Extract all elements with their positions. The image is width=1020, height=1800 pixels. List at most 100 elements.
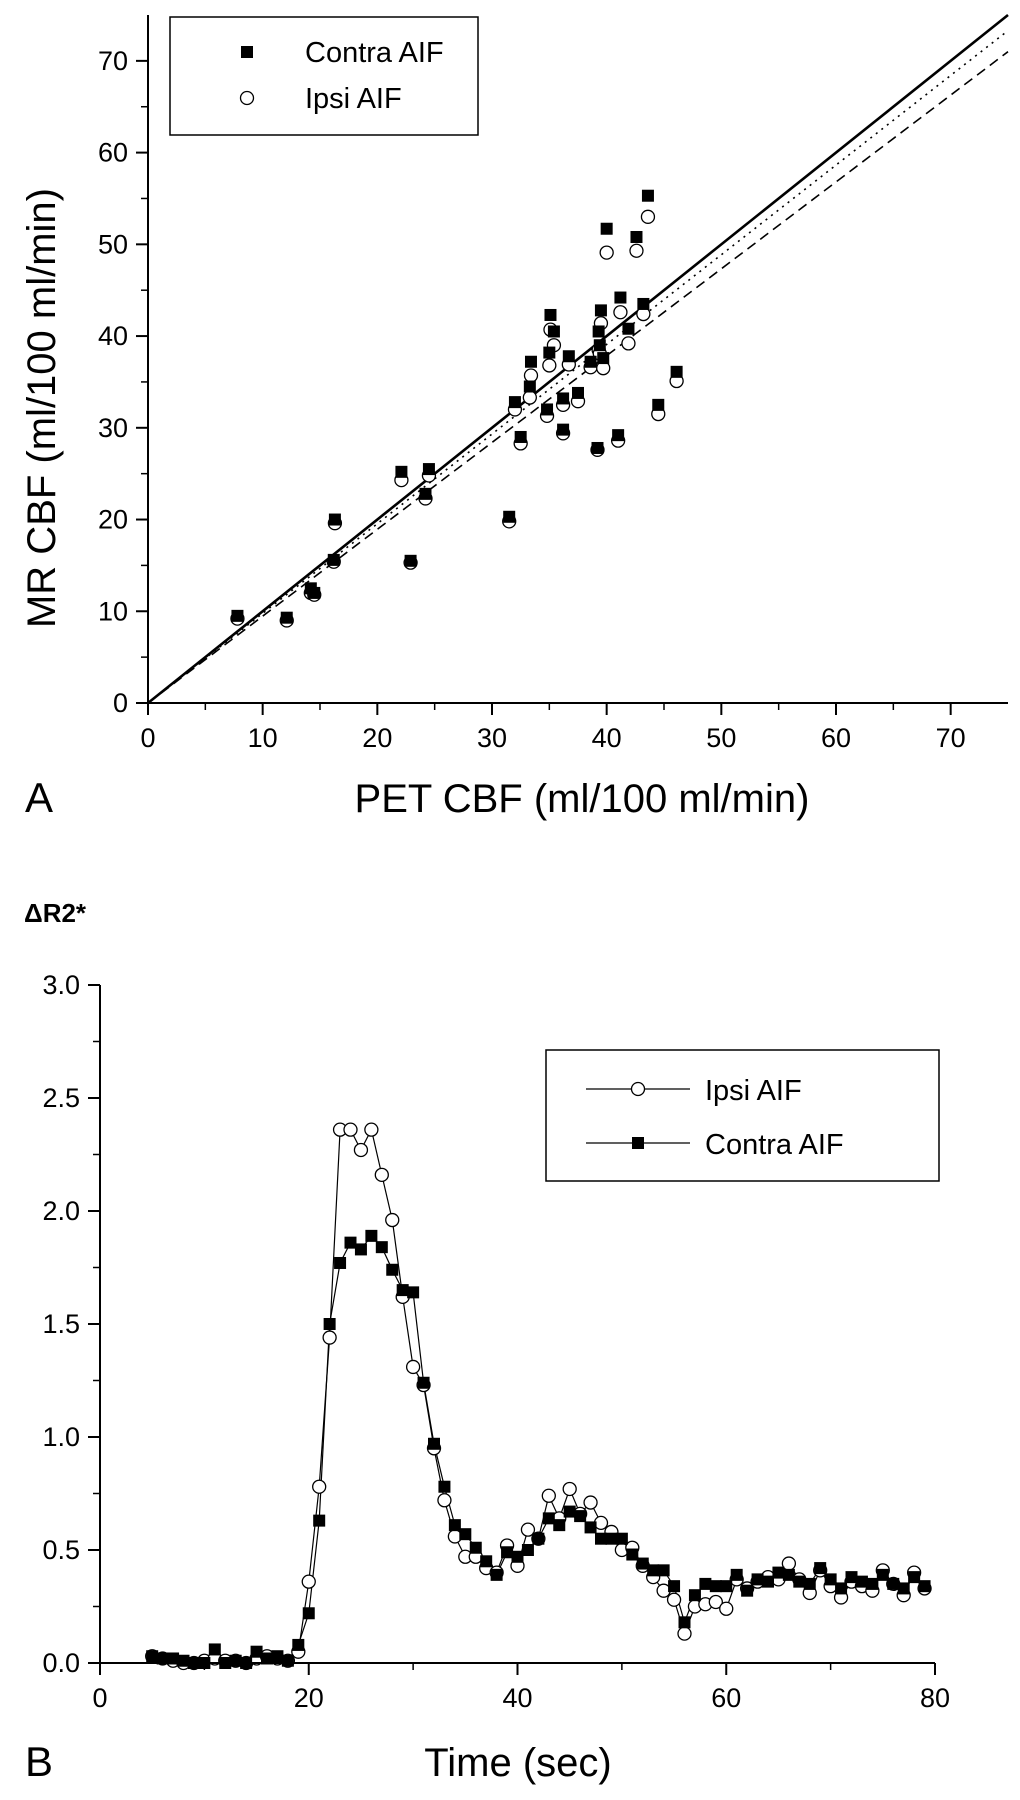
ipsi-aif-point (613, 305, 628, 320)
contra-aif-data-point (167, 1652, 180, 1665)
contra-aif-data-point (605, 1532, 618, 1545)
panel-b-y-tick-label: 0.5 (42, 1535, 80, 1565)
panel-a-x-tick-label: 0 (140, 723, 155, 753)
contra-aif-data-point (407, 1286, 420, 1299)
contra-aif-data-point (354, 1243, 367, 1256)
ipsi-aif-data-point (343, 1122, 358, 1137)
ipsi-aif-data-point (666, 1592, 682, 1607)
contra-aif-data-point (292, 1638, 305, 1651)
contra-aif-data-point (803, 1577, 816, 1590)
contra-aif-point (637, 297, 650, 310)
contra-aif-point (541, 403, 554, 416)
panel-a-x-tick-label: 60 (821, 723, 851, 753)
panel-b-y-tick-label: 1.5 (42, 1309, 80, 1339)
panel-b-x-axis-label: Time (sec) (424, 1741, 611, 1785)
panel-b-x-tick-label: 20 (294, 1683, 324, 1713)
ipsi-aif-point (640, 209, 656, 224)
contra-aif-data-point (521, 1544, 534, 1556)
ipsi-aif-point (522, 390, 537, 405)
panel-b-y-tick-label: 0.0 (42, 1648, 80, 1678)
contra-aif-data-point (386, 1263, 399, 1276)
panel-b-y-tick-label: 2.5 (42, 1083, 80, 1113)
contra-aif-data-point (334, 1256, 347, 1269)
ipsi-aif-data-point (541, 1488, 556, 1503)
panel-a-legend: Contra AIF Ipsi AIF (169, 16, 479, 136)
contra-aif-data-point (563, 1505, 576, 1518)
contra-aif-point (641, 189, 654, 202)
contra-aif-point (308, 586, 321, 599)
contra-aif-point (544, 308, 557, 321)
contra-aif-data-point (490, 1568, 503, 1581)
contra-aif-point (419, 487, 432, 500)
contra-aif-data-point (146, 1650, 159, 1663)
panel-b-x-tick-label: 0 (92, 1683, 107, 1713)
panel-a-y-tick-label: 20 (98, 505, 128, 535)
contra-aif-data-point (835, 1582, 848, 1595)
contra-aif-data-point (709, 1580, 722, 1593)
contra-aif-data-point (208, 1643, 221, 1656)
panel-a-x-tick-label: 30 (477, 723, 507, 753)
panel-a-x-tick-label: 70 (936, 723, 966, 753)
panel-b-y-tick-label: 3.0 (42, 970, 80, 1000)
panel-b-legend: Ipsi AIF Contra AIF (545, 1049, 940, 1182)
ipsi-aif-data-point (374, 1167, 389, 1182)
panel-a-y-tick-label: 50 (98, 229, 128, 259)
contra-aif-data-point (699, 1577, 712, 1590)
ipsi-aif-point (523, 368, 539, 383)
contra-aif-data-point (626, 1548, 639, 1561)
panel-a-legend-ipsi-label: Ipsi AIF (305, 83, 402, 115)
contra-aif-point (543, 346, 556, 359)
contra-aif-point (612, 429, 625, 442)
panel-b-delta-r2-label: ΔR2* (24, 898, 87, 928)
contra-aif-point (670, 365, 683, 378)
contra-aif-point (395, 465, 408, 478)
contra-aif-data-point (595, 1532, 607, 1545)
panel-a-legend-contra-label: Contra AIF (305, 37, 444, 69)
panel-b-axes (88, 984, 936, 1675)
contra-aif-point (327, 553, 340, 566)
contra-aif-point (523, 380, 536, 393)
panel-b-y-tick-label: 2.0 (42, 1196, 80, 1226)
contra-aif-data-point (250, 1645, 263, 1658)
panel-a-y-tick-label: 30 (98, 413, 128, 443)
contra-aif-data-point (417, 1376, 430, 1389)
panel-a-x-tick-label: 50 (706, 723, 736, 753)
ipsi-aif-data-point (322, 1330, 337, 1345)
ipsi-aif-data-point (520, 1522, 536, 1537)
contra-aif-data-point (793, 1575, 806, 1588)
contra-aif-data-point (553, 1519, 566, 1532)
ipsi-aif-data-point (677, 1626, 692, 1641)
panel-a-dashed-line (147, 51, 1009, 704)
contra-aif-point (562, 350, 575, 363)
contra-aif-data-point (323, 1318, 336, 1330)
contra-aif-point (597, 352, 610, 365)
contra-aif-data-point (887, 1577, 900, 1590)
panel-a-y-tick-label: 0 (113, 688, 128, 718)
contra-aif-point (524, 355, 537, 368)
panel-a-letter: A (25, 774, 53, 821)
contra-aif-data-point (866, 1577, 879, 1590)
contra-aif-point (508, 396, 521, 409)
panel-a-y-tick-label: 60 (98, 138, 128, 168)
panel-a-y-tick-label: 10 (98, 596, 128, 626)
panel-b-legend-label: Contra AIF (705, 1129, 844, 1161)
contra-aif-data-point (668, 1580, 681, 1593)
contra-aif-data-point (845, 1571, 858, 1584)
contra-aif-data-point (428, 1437, 440, 1450)
panel-a-x-tick-label: 10 (248, 723, 278, 753)
contra-aif-data-point (741, 1584, 754, 1597)
ipsi-aif-point (621, 336, 636, 351)
ipsi-aif-data-point (437, 1493, 452, 1508)
contra-aif-data-point (501, 1546, 514, 1559)
contra-aif-data-point (720, 1580, 733, 1593)
contra-aif-data-point (897, 1582, 910, 1595)
contra-aif-data-point (229, 1654, 242, 1667)
ipsi-aif-data-point (353, 1142, 369, 1158)
contra-aif-data-point (542, 1512, 555, 1525)
contra-aif-data-point (156, 1652, 169, 1665)
contra-aif-point (514, 430, 527, 443)
contra-aif-data-point (396, 1284, 409, 1297)
panel-a-legend-contra-marker (241, 46, 253, 58)
contra-aif-point (630, 230, 643, 243)
